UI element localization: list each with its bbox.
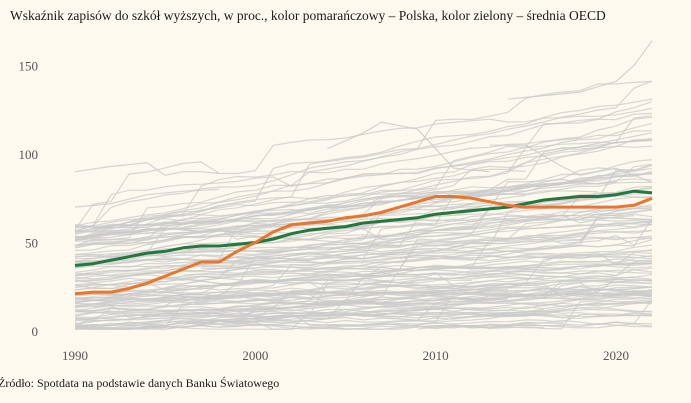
country-line: [74, 276, 635, 326]
country-line: [489, 144, 653, 183]
country-line: [183, 269, 653, 277]
country-line: [74, 98, 653, 240]
country-line: [237, 306, 653, 320]
country-line: [507, 132, 653, 173]
country-line: [74, 137, 653, 256]
country-line: [327, 121, 490, 173]
country-line: [74, 244, 653, 266]
country-line: [219, 221, 653, 274]
country-line: [74, 216, 653, 287]
country-line: [74, 164, 653, 234]
country-line: [74, 80, 653, 235]
y-tick-label: 100: [19, 147, 39, 162]
country-line: [74, 252, 653, 304]
x-tick-label: 2020: [603, 348, 629, 363]
country-line: [74, 112, 653, 246]
source-note: Źródło: Spotdata na podstawie danych Ban…: [0, 376, 280, 390]
country-line: [74, 122, 653, 232]
country-line: [74, 188, 220, 208]
country-line: [74, 321, 653, 330]
country-line: [74, 275, 400, 286]
country-line: [309, 313, 653, 330]
country-line: [74, 297, 508, 330]
country-line: [74, 299, 653, 330]
country-line: [74, 301, 653, 313]
y-axis-ticks: 0 50 100 150: [19, 59, 39, 340]
x-tick-label: 2000: [242, 348, 268, 363]
country-line: [74, 162, 220, 176]
oecd-average-line: [74, 189, 653, 267]
highlighted-series: [74, 189, 653, 296]
country-line: [74, 253, 653, 269]
country-line: [74, 212, 562, 264]
country-line: [183, 308, 544, 323]
country-line: [74, 139, 653, 232]
x-tick-label: 2010: [423, 348, 449, 363]
country-line: [417, 284, 653, 293]
country-line: [507, 40, 653, 100]
other-countries-lines: [74, 40, 653, 330]
poland-line: [74, 195, 653, 296]
country-line: [309, 281, 652, 317]
chart-title: Wskaźnik zapisów do szkół wyższych, w pr…: [10, 8, 606, 23]
country-line: [74, 116, 653, 241]
country-line: [74, 80, 653, 227]
y-tick-label: 50: [25, 236, 38, 251]
country-line: [74, 220, 653, 258]
country-line: [74, 251, 653, 310]
x-axis-ticks: 1990 2000 2010 2020: [62, 348, 629, 363]
country-line: [435, 276, 544, 288]
country-line: [74, 204, 653, 247]
country-line: [74, 270, 653, 296]
country-line: [471, 267, 653, 278]
country-line: [74, 214, 635, 262]
y-tick-label: 0: [32, 324, 39, 339]
x-tick-label: 1990: [62, 348, 88, 363]
country-line: [183, 263, 653, 306]
country-line: [74, 107, 653, 231]
country-line: [417, 299, 653, 330]
country-line: [92, 291, 652, 308]
country-line: [74, 167, 653, 246]
y-tick-label: 150: [19, 59, 39, 74]
country-line: [201, 234, 653, 271]
